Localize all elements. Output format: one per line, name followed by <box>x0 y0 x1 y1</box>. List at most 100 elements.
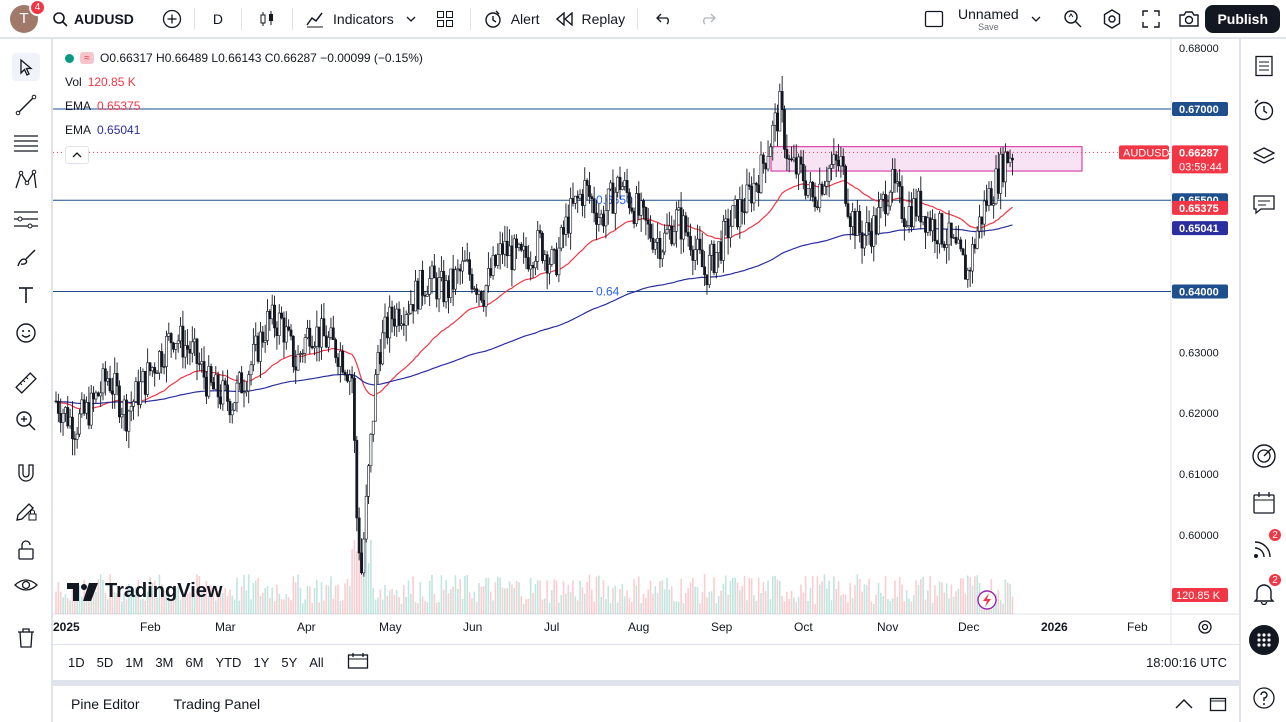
zoom-tool[interactable] <box>12 407 40 435</box>
candle-body <box>263 340 267 343</box>
timeframe-all[interactable]: All <box>309 655 324 670</box>
settings-button[interactable] <box>1102 9 1122 32</box>
price-chart[interactable]: 0.65500.640.680000.670000.630000.620000.… <box>53 39 1239 644</box>
measure-tool[interactable] <box>12 369 40 397</box>
volume-bar <box>576 600 579 614</box>
candle-body <box>562 227 566 235</box>
candle-body <box>978 216 981 232</box>
volume-bar <box>767 580 769 614</box>
lock-drawings-tool[interactable] <box>12 536 40 564</box>
products-button[interactable] <box>1249 625 1279 655</box>
user-avatar[interactable]: T 4 <box>10 0 46 33</box>
publish-button[interactable]: Publish <box>1205 5 1280 33</box>
volume-bar <box>675 601 678 614</box>
icons-tool[interactable] <box>12 319 40 347</box>
candle-body <box>705 274 709 286</box>
timeframe-5d[interactable]: 5D <box>96 655 114 670</box>
alerts-panel-button[interactable] <box>1249 95 1279 125</box>
object-tree-button[interactable] <box>1249 142 1279 172</box>
candle-body <box>938 213 942 245</box>
pattern-tool[interactable] <box>12 166 40 194</box>
notifications-button[interactable]: 2 <box>1249 572 1283 608</box>
watchlist-button[interactable] <box>1249 51 1279 81</box>
candle-body <box>597 217 601 225</box>
symbol-name: AUDUSD <box>74 10 134 27</box>
undo-button[interactable] <box>642 0 686 38</box>
clock[interactable]: 18:00:16 UTC <box>1146 655 1227 670</box>
pine-editor-tab[interactable]: Pine Editor <box>71 696 140 712</box>
chart-settings-button[interactable] <box>1197 619 1213 640</box>
symbol-search[interactable]: AUDUSD <box>44 0 142 38</box>
candle-body <box>331 327 335 340</box>
candle-body <box>696 238 699 251</box>
candle-body <box>578 193 582 199</box>
ideas-stream-button[interactable]: 2 <box>1249 527 1283 563</box>
timeframe-bar: 1D 5D 1M 3M 6M YTD 1Y 5Y All 18:00:16 UTC <box>53 644 1239 680</box>
maximize-panel-button[interactable] <box>1209 695 1227 716</box>
candle-body <box>964 254 967 280</box>
redo-button[interactable] <box>686 0 730 38</box>
chart-panel[interactable]: 0.65500.640.680000.670000.630000.620000.… <box>53 39 1239 680</box>
cursor-tool[interactable] <box>12 53 40 81</box>
collapse-legend-button[interactable] <box>65 146 89 164</box>
volume-bar <box>172 595 175 614</box>
replay-button[interactable]: Replay <box>548 0 634 38</box>
hide-drawings-tool[interactable] <box>12 571 40 599</box>
templates-button[interactable] <box>424 0 466 38</box>
remove-drawings-tool[interactable] <box>12 624 40 652</box>
volume-bar <box>137 579 140 614</box>
collapse-panel-button[interactable] <box>1175 696 1193 712</box>
compare-button[interactable] <box>154 0 190 38</box>
volume-bar <box>732 577 734 614</box>
trading-panel-tab[interactable]: Trading Panel <box>173 696 261 712</box>
text-tool[interactable] <box>12 281 40 309</box>
interval-button[interactable]: D <box>199 0 237 38</box>
volume-bar <box>868 578 870 614</box>
candle-body <box>315 326 319 347</box>
volume-bar <box>254 580 257 614</box>
chats-button[interactable] <box>1249 189 1279 219</box>
trend-line-tool[interactable] <box>12 91 40 119</box>
candle-body <box>609 182 613 190</box>
horizontal-lines-icon <box>14 135 38 152</box>
magnet-tool[interactable] <box>12 459 40 487</box>
timeframe-ytd[interactable]: YTD <box>215 655 242 670</box>
volume-bar <box>687 588 689 614</box>
volume-bar <box>771 576 774 614</box>
fib-tool[interactable] <box>12 129 40 157</box>
stay-drawing-tool[interactable] <box>12 497 40 525</box>
fullscreen-button[interactable] <box>1141 9 1161 32</box>
quick-search-button[interactable] <box>1063 9 1083 32</box>
calendar-button[interactable] <box>1249 488 1279 518</box>
volume-bar <box>106 599 109 614</box>
zoom-in-icon <box>16 411 36 431</box>
timeframe-6m[interactable]: 6M <box>185 655 204 670</box>
timeframe-3m[interactable]: 3M <box>155 655 174 670</box>
candle-body <box>155 372 159 375</box>
screener-button[interactable] <box>1249 441 1279 471</box>
timeframe-1d[interactable]: 1D <box>68 655 85 670</box>
layout-menu[interactable]: Unnamed Save <box>924 0 1041 38</box>
timeframe-5y[interactable]: 5Y <box>281 655 298 670</box>
volume-bar <box>459 579 461 614</box>
volume-bar <box>680 578 682 614</box>
trash-icon <box>18 628 34 648</box>
candle-body <box>219 396 222 405</box>
volume-bar <box>511 584 513 614</box>
timeframe-1m[interactable]: 1M <box>125 655 144 670</box>
legend-main: ≈ O0.66317 H0.66489 L0.66143 C0.66287 −0… <box>65 51 423 65</box>
forecast-tool[interactable] <box>12 205 40 233</box>
candle-body <box>68 416 72 427</box>
help-button[interactable] <box>1249 683 1279 713</box>
indicators-icon <box>306 12 324 27</box>
chevron-up-icon <box>72 152 82 158</box>
x-tick-label: Nov <box>877 620 898 634</box>
chart-type-button[interactable] <box>246 0 288 38</box>
alert-button[interactable]: Alert <box>475 0 548 38</box>
indicators-button[interactable]: Indicators <box>297 0 424 38</box>
timeframe-1y[interactable]: 1Y <box>253 655 270 670</box>
volume-bar <box>217 590 219 614</box>
snapshot-button[interactable] <box>1178 9 1200 32</box>
date-range-button[interactable] <box>347 652 369 673</box>
brush-tool[interactable] <box>12 244 40 272</box>
